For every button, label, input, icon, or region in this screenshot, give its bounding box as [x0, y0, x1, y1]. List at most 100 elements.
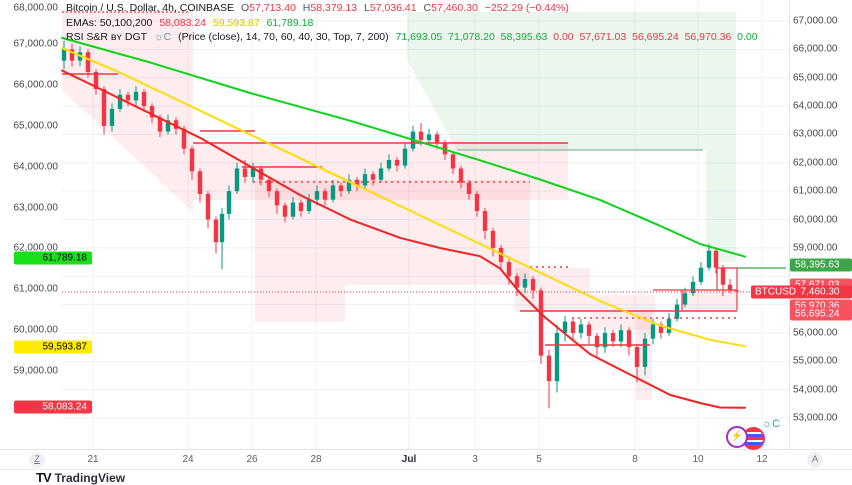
price-label-left: 64,000.00 [13, 161, 59, 173]
tradingview-logo-text: TradingView [54, 470, 126, 485]
price-label-left: 61,000.00 [13, 283, 59, 295]
legend-rsi-sr-row[interactable]: RSI S&R ʙʏ DGT ☼C (Price (close), 14, 70… [66, 30, 758, 45]
candle-body [682, 293, 688, 305]
candle-body [666, 318, 672, 333]
auto-scale-button[interactable]: A [807, 452, 823, 468]
candle-body [69, 49, 75, 61]
price-label-right: 66,000.00 [793, 43, 838, 55]
price-label-right: 63,000.00 [793, 128, 838, 140]
price-label-right: 67,000.00 [793, 15, 838, 27]
tradingview-logo[interactable]: TV TradingView [36, 470, 125, 485]
price-badge-left: 61,789.18 [14, 251, 92, 265]
candle-body [149, 106, 155, 118]
rsi-sr-value: 71,078.20 [442, 31, 495, 43]
candle-body [234, 168, 240, 192]
candle-body [586, 324, 592, 336]
indicator-logos: ☼C ⚡ [726, 418, 782, 450]
ema100-value: 59,593.87 [212, 16, 260, 29]
rsi-sr-value: 56,970.36 [678, 31, 732, 43]
price-label-right: 56,000.00 [793, 327, 838, 339]
ema-50-line [61, 69, 746, 409]
sr-zone-green [706, 150, 736, 262]
change-value: −252.29 (−0.44%) [484, 2, 569, 14]
candle-body [266, 179, 272, 192]
time-label: 12 [756, 454, 768, 465]
candle-body [594, 335, 600, 348]
candle-body [85, 52, 91, 73]
candle-body [706, 250, 712, 268]
rsi-sr-params: (Price (close), 14, 70, 60, 40, 30, Top,… [178, 31, 389, 43]
sr-zone-pink [682, 290, 737, 310]
timezone-button[interactable]: Z [29, 452, 45, 468]
candle-body [386, 159, 392, 169]
candle-body [506, 262, 512, 277]
candle-body [133, 91, 139, 101]
candle-body [522, 279, 528, 288]
candle-body [219, 213, 225, 243]
candle-body [650, 324, 656, 339]
candle-body [610, 332, 616, 342]
symbol-title[interactable]: Bitcoin / U.S. Dollar, 4h, COINBASE [66, 2, 235, 14]
rsi-sr-value: 0.00 [731, 31, 758, 43]
candle-body [626, 330, 632, 348]
candle-body [125, 94, 131, 101]
candle-body [298, 202, 304, 212]
price-label-right: 53,000.00 [793, 412, 838, 424]
candle-body [394, 159, 400, 166]
candle-body [330, 185, 336, 200]
ema-200-line [61, 36, 746, 258]
price-axis-separator [789, 0, 790, 449]
rsi-sr-value: 56,695.24 [626, 31, 679, 43]
price-label-right: 55,000.00 [793, 355, 838, 367]
price-badge-left: 58,083.24 [14, 400, 92, 414]
candle-body [474, 193, 480, 212]
candle-body [282, 205, 288, 217]
sr-zone-green [407, 12, 736, 150]
candle-body [314, 191, 320, 200]
chart-canvas[interactable] [0, 0, 852, 449]
rsi-sr-value: 0.00 [547, 31, 574, 43]
candle-body [634, 347, 640, 367]
sr-zone-pink [345, 180, 530, 285]
price-label-right: 64,000.00 [793, 100, 838, 112]
candle-body [570, 321, 576, 333]
candle-body [117, 94, 123, 109]
time-axis[interactable]: Z A 21 24 26 28 Jul 3 5 8 10 12 [0, 449, 852, 470]
time-label: Jul [401, 454, 417, 465]
candle-body [101, 89, 107, 126]
price-label-right: 59,000.00 [793, 242, 838, 254]
low-value: 57,036.41 [369, 2, 417, 14]
candle-body [362, 174, 368, 186]
candle-body [426, 134, 432, 141]
candle-body [258, 168, 264, 180]
candle-body [466, 182, 472, 194]
candle-body [562, 321, 568, 333]
candle-body [727, 284, 733, 291]
price-label-left: 60,000.00 [13, 324, 59, 336]
price-badge-right: 58,395.63 [790, 258, 852, 272]
candle-body [690, 281, 696, 294]
price-label-right: 62,000.00 [793, 157, 838, 169]
candle-body [250, 168, 256, 177]
candle-body [274, 191, 280, 206]
tradingview-logo-icon: TV [36, 470, 52, 485]
candle-body [370, 174, 376, 180]
sr-zone-pink [515, 268, 590, 311]
price-label-left: 67,000.00 [13, 38, 59, 50]
price-label-right: 60,000.00 [793, 214, 838, 226]
dgt-lightning-logo-icon: ⚡ [726, 426, 748, 448]
high-value: 58,379.13 [310, 2, 358, 14]
legend-emas-row[interactable]: EMAs: 50,100,200 58,083.24 59,593.87 61,… [66, 16, 758, 31]
time-label: 24 [182, 454, 194, 465]
candle-body [141, 91, 147, 107]
ema200-value: 61,789.18 [266, 16, 314, 29]
candle-body [658, 324, 664, 333]
candle-body [93, 72, 99, 90]
candle-body [226, 191, 232, 214]
candle-body [434, 134, 440, 143]
close-value: 57,460.30 [431, 2, 478, 14]
price-badge-right: 56,695.24 [790, 307, 852, 321]
legend-symbol-row[interactable]: Bitcoin / U.S. Dollar, 4h, COINBASE O57,… [66, 1, 758, 16]
price-label-left: 68,000.00 [13, 2, 59, 14]
candle-body [538, 290, 544, 356]
